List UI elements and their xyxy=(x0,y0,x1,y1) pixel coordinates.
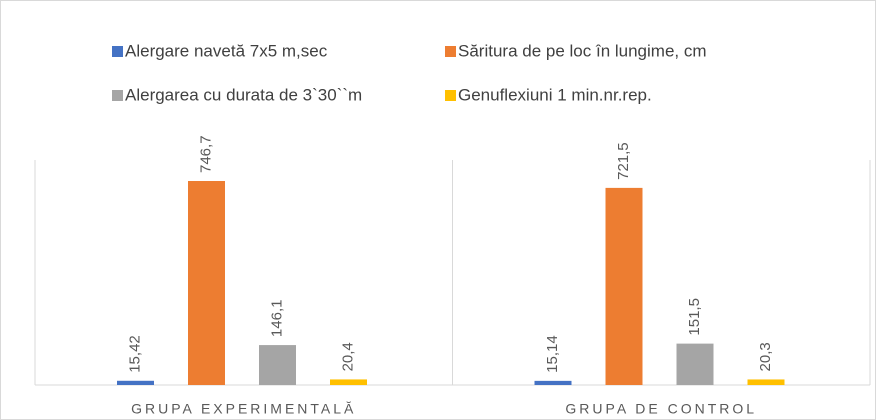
x-tick-label: GRUPA EXPERIMENTALĂ xyxy=(131,401,356,417)
bar xyxy=(676,343,714,385)
legend-swatch xyxy=(112,46,123,57)
bar xyxy=(117,380,154,385)
bar xyxy=(259,345,296,385)
legend-label: Săritura de pe loc în lungime, cm xyxy=(458,41,707,60)
bar xyxy=(188,181,225,385)
value-label: 721,5 xyxy=(615,142,632,180)
bar xyxy=(605,187,643,385)
x-tick-label: GRUPA DE CONTROL xyxy=(565,401,757,417)
legend-label: Genuflexiuni 1 min.nr.rep. xyxy=(458,85,652,104)
value-label: 146,1 xyxy=(268,300,285,338)
value-label: 15,14 xyxy=(544,335,561,373)
legend-swatch xyxy=(445,46,456,57)
value-label: 20,4 xyxy=(339,342,356,371)
value-label: 746,7 xyxy=(197,135,214,173)
value-label: 15,42 xyxy=(126,335,143,373)
value-label: 151,5 xyxy=(686,298,703,336)
bar xyxy=(330,379,367,385)
bar xyxy=(747,379,785,385)
legend-swatch xyxy=(445,90,456,101)
legend-label: Alergare navetă 7x5 m,sec xyxy=(125,41,328,60)
value-label: 20,3 xyxy=(757,342,774,371)
bar xyxy=(534,380,572,385)
legend-swatch xyxy=(112,90,123,101)
legend-label: Alergarea cu durata de 3`30``m xyxy=(125,85,362,104)
